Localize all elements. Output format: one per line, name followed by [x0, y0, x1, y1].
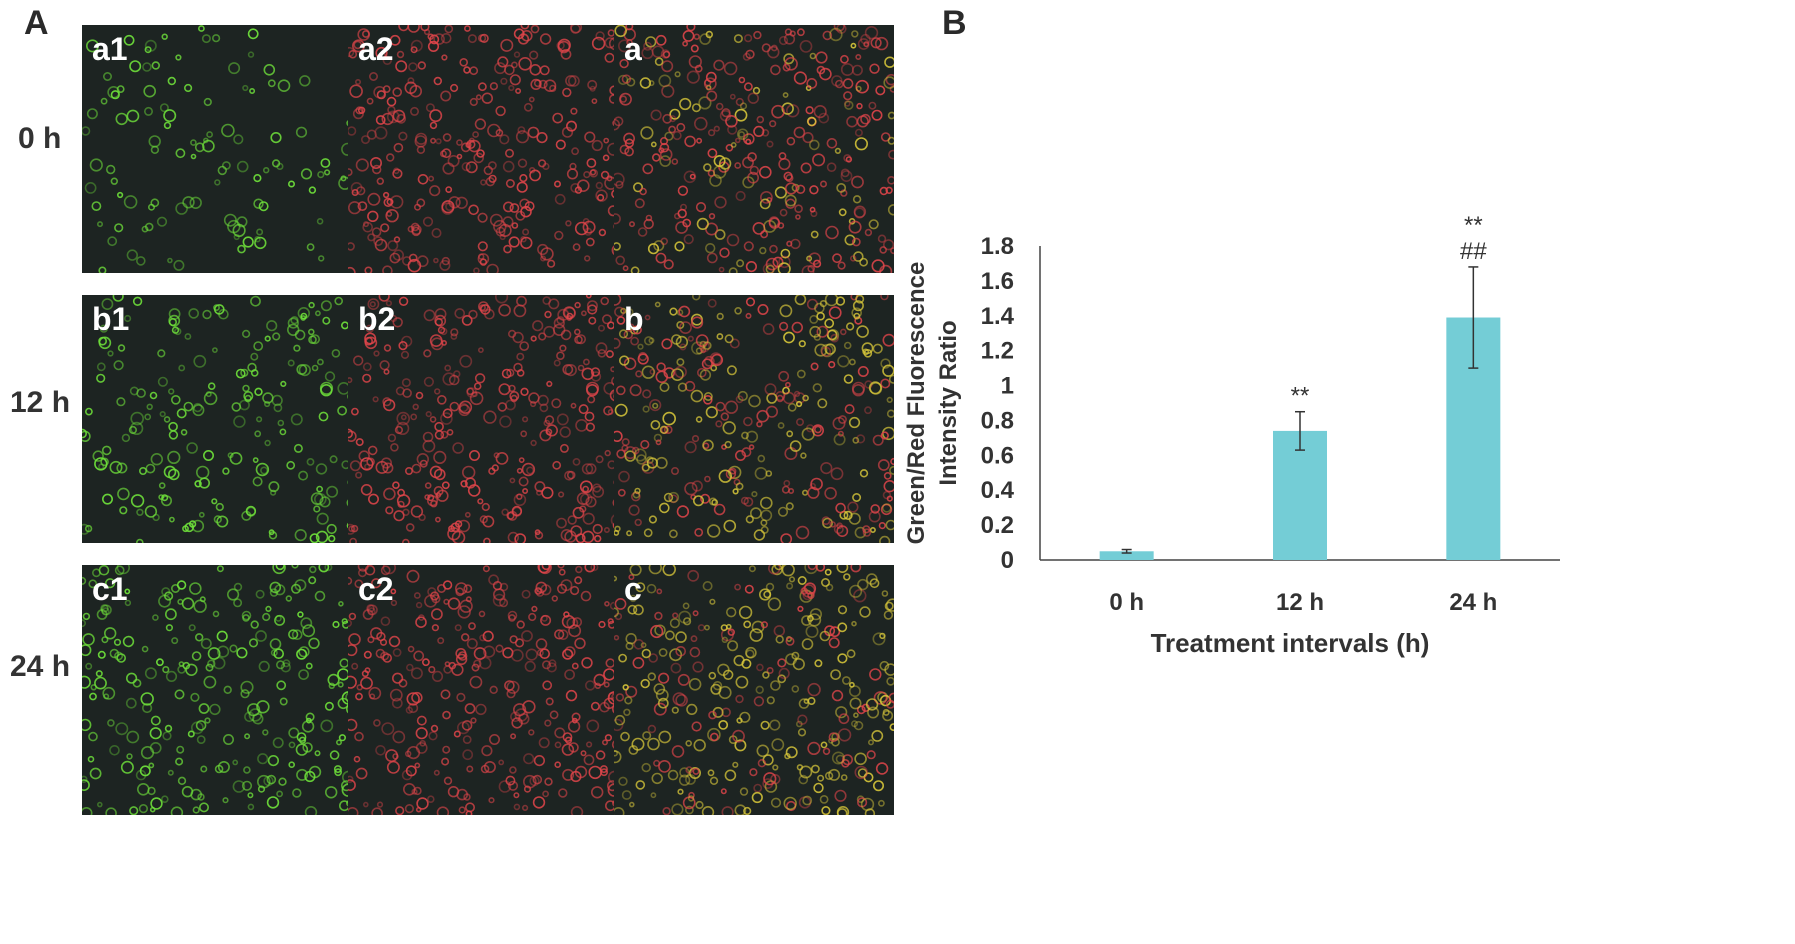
x-tick-label: 12 h	[1276, 589, 1324, 616]
micrograph-label: c2	[358, 571, 394, 607]
micrograph-label: a	[624, 31, 642, 67]
y-tick-label: 1.4	[981, 303, 1015, 330]
micrograph-b1: b1	[82, 295, 362, 543]
micrograph-c2: c2	[348, 565, 628, 815]
error-bars	[1121, 266, 1479, 554]
micrograph-label: b	[624, 301, 644, 337]
x-axis-title: Treatment intervals (h)	[1151, 628, 1430, 658]
y-axis-title: Green/Red Fluorescence Intensity Ratio	[903, 262, 962, 545]
error-bar	[1121, 548, 1132, 554]
micrograph-b: b	[614, 295, 894, 543]
cell-texture	[348, 565, 628, 815]
cell-texture	[614, 25, 894, 273]
row-label-0h: 0 h	[18, 122, 62, 155]
y-tick-labels: 0 0.2 0.4 0.6 0.8 1 1.2 1.4 1.6 1.8	[981, 233, 1015, 574]
y-axis-title-line: Intensity Ratio	[935, 320, 962, 485]
micrograph-a2: a2	[348, 25, 628, 273]
panel-a-letter: A	[24, 4, 49, 42]
bar-0h	[1099, 551, 1154, 560]
x-tick-label: 24 h	[1449, 589, 1497, 616]
bar-12h	[1273, 430, 1327, 560]
micrograph-a: a	[614, 25, 894, 273]
x-tick-labels: 0 h 12 h 24 h	[1109, 589, 1497, 616]
y-tick-label: 0.4	[981, 477, 1015, 504]
row-label-12h: 12 h	[10, 386, 71, 419]
micrograph-c1: c1	[82, 565, 362, 815]
micrograph-a1: a1	[82, 25, 362, 273]
micrograph-label: a2	[358, 31, 394, 67]
y-tick-label: 0	[1001, 547, 1014, 574]
y-tick-label: 0.8	[981, 407, 1014, 434]
y-tick-label: 0.6	[981, 442, 1014, 469]
chart-bars	[1099, 317, 1501, 560]
y-tick-label: 1.2	[981, 338, 1014, 365]
y-tick-label: 1	[1001, 373, 1014, 400]
cell-texture	[614, 295, 894, 543]
significance-label: **	[1464, 212, 1483, 239]
micrograph-label: c1	[92, 571, 128, 607]
row-label-24h: 24 h	[10, 650, 71, 683]
significance-label: ##	[1460, 238, 1487, 265]
y-tick-label: 1.8	[981, 233, 1014, 260]
panel-b-letter: B	[942, 4, 967, 42]
micrograph-c: c	[614, 565, 894, 815]
micrograph-label: a1	[92, 31, 128, 67]
bar-chart: Green/Red Fluorescence Intensity Ratio 00…	[903, 212, 1560, 658]
error-bar	[1468, 266, 1479, 369]
y-tick-label: 0.2	[981, 512, 1014, 539]
micrograph-label: b1	[92, 301, 130, 337]
micrograph-label: b2	[358, 301, 396, 337]
y-tick-label: 1.6	[981, 268, 1014, 295]
cell-texture	[82, 565, 362, 815]
micrograph-label: c	[624, 571, 642, 607]
x-tick-label: 0 h	[1109, 589, 1144, 616]
micrograph-b2: b2	[348, 295, 628, 543]
cell-texture	[348, 295, 628, 543]
cell-texture	[614, 565, 894, 815]
y-axis-title-line: Green/Red Fluorescence	[903, 262, 930, 545]
significance-annotations: ****##	[1291, 212, 1488, 410]
error-bar	[1295, 410, 1305, 451]
significance-label: **	[1291, 383, 1310, 410]
